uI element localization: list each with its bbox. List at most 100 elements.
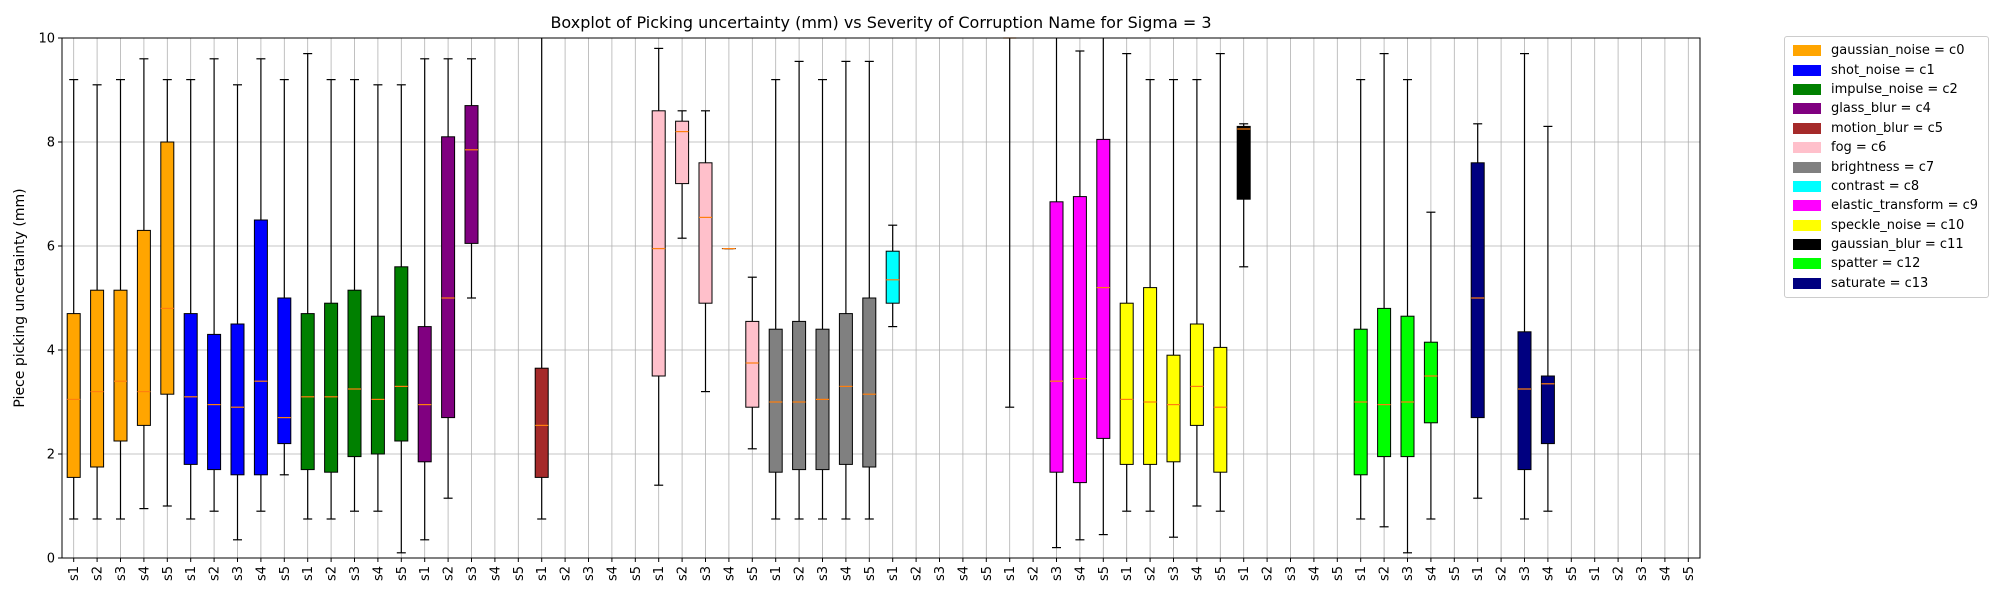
box	[1143, 287, 1158, 465]
legend-swatch	[1793, 64, 1821, 76]
x-tick-label: s2	[1378, 566, 1393, 581]
x-tick-label: s2	[91, 566, 106, 581]
x-tick-label: s4	[254, 566, 269, 581]
x-tick-label: s3	[114, 566, 129, 581]
x-tick-label: s1	[1588, 566, 1603, 581]
x-tick-label: s1	[1471, 566, 1486, 581]
y-tick-label: 10	[38, 32, 55, 47]
box	[1423, 341, 1438, 424]
x-tick-label: s2	[1261, 566, 1276, 581]
x-tick-label: s1	[301, 566, 316, 581]
x-tick-label: s5	[1448, 566, 1463, 581]
x-tick-label: s1	[418, 566, 433, 581]
legend-label: spatter = c12	[1831, 256, 1921, 272]
box	[534, 367, 549, 478]
box	[207, 333, 222, 471]
box	[441, 136, 456, 419]
legend-item: shot_noise = c1	[1793, 60, 1980, 79]
x-tick-label: s4	[605, 566, 620, 581]
x-tick-label: s4	[1307, 566, 1322, 581]
box	[113, 289, 128, 442]
x-tick-label: s1	[769, 566, 784, 581]
x-tick-label: s3	[1635, 566, 1650, 581]
chart-title: Boxplot of Picking uncertainty (mm) vs S…	[550, 13, 1211, 32]
x-tick-label: s5	[980, 566, 995, 581]
legend-swatch	[1793, 161, 1821, 173]
box	[675, 120, 690, 185]
y-tick-label: 4	[47, 344, 55, 359]
x-tick-label: s5	[1682, 566, 1697, 581]
x-tick-label: s1	[1003, 566, 1018, 581]
box	[347, 289, 362, 458]
legend-label: shot_noise = c1	[1831, 62, 1935, 78]
legend-label: gaussian_noise = c0	[1831, 43, 1965, 59]
x-tick-label: s2	[1144, 566, 1159, 581]
box	[277, 297, 292, 445]
x-tick-label: s1	[886, 566, 901, 581]
x-tick-label: s3	[699, 566, 714, 581]
x-tick-label: s1	[184, 566, 199, 581]
x-tick-label: s2	[1495, 566, 1510, 581]
box	[698, 162, 713, 304]
box	[1166, 354, 1181, 463]
box	[792, 320, 807, 471]
legend-swatch	[1793, 103, 1821, 115]
x-tick-label: s1	[1354, 566, 1369, 581]
y-tick-label: 0	[47, 552, 55, 567]
boxes	[66, 37, 1555, 484]
box	[838, 313, 853, 465]
y-tick-label: 8	[47, 136, 55, 151]
x-tick-label: s4	[1658, 566, 1673, 581]
legend-swatch	[1793, 180, 1821, 192]
x-tick-label: s2	[559, 566, 574, 581]
x-tick-label: s4	[722, 566, 737, 581]
legend-label: brightness = c7	[1831, 159, 1935, 175]
legend-label: saturate = c13	[1831, 275, 1929, 291]
box	[1540, 375, 1555, 445]
box	[1236, 125, 1251, 200]
x-tick-label: s3	[1050, 566, 1065, 581]
legend-item: impulse_noise = c2	[1793, 80, 1980, 99]
legend-label: motion_blur = c5	[1831, 120, 1944, 136]
x-tick-label: s3	[465, 566, 480, 581]
box	[66, 313, 81, 478]
legend-item: brightness = c7	[1793, 157, 1980, 176]
box	[1119, 302, 1134, 465]
x-tick-label: s5	[1331, 566, 1346, 581]
box	[1072, 196, 1087, 484]
y-axis-label: Piece picking uncertainty (mm)	[12, 188, 28, 407]
x-tick-label: s3	[1284, 566, 1299, 581]
box	[1213, 346, 1228, 473]
box	[300, 313, 315, 471]
x-tick-label: s3	[933, 566, 948, 581]
x-tick-label: s3	[1518, 566, 1533, 581]
legend-label: glass_blur = c4	[1831, 101, 1931, 117]
legend-swatch	[1793, 142, 1821, 154]
x-tick-label: s3	[1167, 566, 1182, 581]
y-tick-label: 6	[47, 240, 55, 255]
legend-label: contrast = c8	[1831, 178, 1920, 194]
x-tick-label: s5	[395, 566, 410, 581]
box	[1517, 331, 1532, 471]
x-tick-label: s2	[676, 566, 691, 581]
legend-swatch	[1793, 200, 1821, 212]
box	[1400, 315, 1415, 458]
box	[1049, 201, 1064, 473]
legend-swatch	[1793, 122, 1821, 134]
x-tick-label: s5	[863, 566, 878, 581]
x-tick-label: s3	[348, 566, 363, 581]
legend-swatch	[1793, 83, 1821, 95]
box	[394, 266, 409, 442]
x-tick-label: s2	[208, 566, 223, 581]
x-tick-label: s5	[629, 566, 644, 581]
x-tick-label: s4	[371, 566, 386, 581]
legend-item: gaussian_noise = c0	[1793, 41, 1980, 60]
x-tick-label: s5	[1097, 566, 1112, 581]
x-tick-label: s5	[512, 566, 527, 581]
box	[136, 229, 151, 426]
legend-label: impulse_noise = c2	[1831, 81, 1958, 97]
plot-area-frame	[61, 37, 1701, 559]
x-tick-label: s5	[161, 566, 176, 581]
legend-swatch	[1793, 219, 1821, 231]
